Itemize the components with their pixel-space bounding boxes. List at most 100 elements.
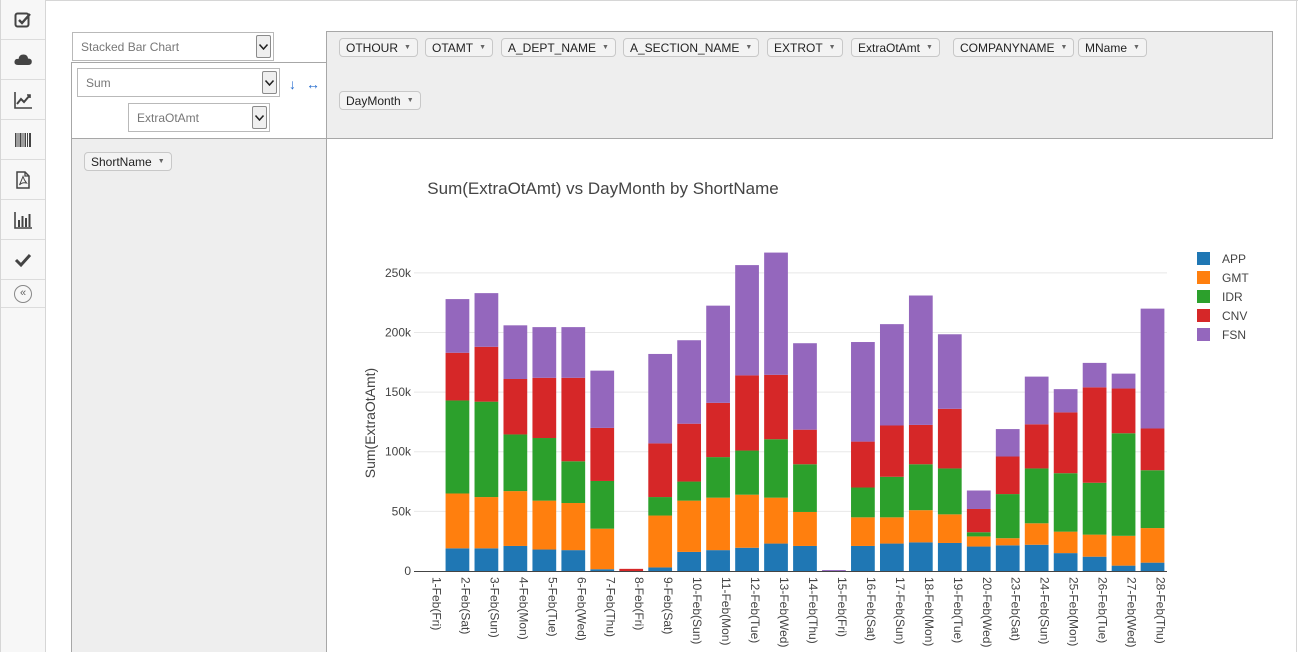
- bar-gmt-1[interactable]: [445, 493, 470, 549]
- bar-cnv-25[interactable]: [1140, 428, 1165, 471]
- bar-gmt-23[interactable]: [1082, 534, 1107, 557]
- bar-idr-19[interactable]: [966, 532, 991, 537]
- bar-fsn-17[interactable]: [908, 295, 933, 425]
- unused-field-mname[interactable]: MName ▼: [1078, 38, 1147, 57]
- bar-fsn-5[interactable]: [561, 327, 586, 378]
- bar-cnv-18[interactable]: [937, 408, 962, 469]
- row-field-shortname[interactable]: ShortName ▼: [84, 152, 172, 171]
- bar-idr-17[interactable]: [908, 464, 933, 511]
- bar-app-13[interactable]: [793, 545, 817, 571]
- bar-gmt-16[interactable]: [879, 517, 904, 544]
- bar-idr-13[interactable]: [793, 464, 817, 512]
- bar-app-19[interactable]: [966, 546, 991, 571]
- bar-app-3[interactable]: [503, 545, 528, 571]
- bar-cnv-13[interactable]: [793, 429, 817, 465]
- bar-fsn-16[interactable]: [879, 324, 904, 426]
- bar-app-11[interactable]: [735, 547, 759, 571]
- bar-app-5[interactable]: [561, 550, 586, 571]
- unused-field-othour[interactable]: OTHOUR ▼: [339, 38, 418, 57]
- bar-idr-16[interactable]: [879, 476, 904, 518]
- bar-cnv-24[interactable]: [1111, 388, 1136, 434]
- bar-app-21[interactable]: [1024, 544, 1049, 571]
- legend-label[interactable]: FSN: [1222, 328, 1246, 342]
- bar-fsn-1[interactable]: [445, 299, 470, 353]
- bar-cnv-9[interactable]: [677, 423, 702, 482]
- bar-gmt-3[interactable]: [503, 491, 528, 546]
- bar-idr-6[interactable]: [590, 480, 615, 529]
- bar-cnv-8[interactable]: [648, 443, 673, 498]
- legend-label[interactable]: CNV: [1222, 309, 1247, 323]
- bar-fsn-20[interactable]: [995, 429, 1020, 457]
- unused-field-extraotamt[interactable]: ExtraOtAmt ▼: [851, 38, 940, 57]
- bar-idr-2[interactable]: [474, 401, 499, 498]
- bar-fsn-2[interactable]: [474, 293, 499, 347]
- bar-fsn-6[interactable]: [590, 370, 615, 428]
- bar-app-16[interactable]: [879, 543, 904, 571]
- bar-idr-15[interactable]: [851, 487, 875, 518]
- bar-app-1[interactable]: [445, 548, 470, 571]
- bar-cnv-7[interactable]: [619, 568, 644, 571]
- bar-app-22[interactable]: [1053, 553, 1078, 571]
- bar-app-17[interactable]: [908, 542, 933, 571]
- unused-field-extrot[interactable]: EXTROT ▼: [767, 38, 843, 57]
- sidebar-bar-chart-button[interactable]: [1, 200, 45, 240]
- bar-idr-3[interactable]: [503, 434, 528, 492]
- bar-gmt-2[interactable]: [474, 497, 499, 549]
- bar-gmt-10[interactable]: [706, 497, 730, 551]
- bar-cnv-4[interactable]: [532, 377, 557, 439]
- bar-cnv-21[interactable]: [1024, 424, 1049, 469]
- bar-gmt-12[interactable]: [764, 497, 788, 544]
- bar-idr-25[interactable]: [1140, 470, 1165, 529]
- bar-gmt-8[interactable]: [648, 515, 673, 568]
- bar-cnv-17[interactable]: [908, 424, 933, 465]
- bar-gmt-17[interactable]: [908, 510, 933, 543]
- bar-fsn-22[interactable]: [1053, 389, 1078, 413]
- bar-cnv-3[interactable]: [503, 378, 528, 435]
- bar-idr-18[interactable]: [937, 468, 962, 515]
- bar-fsn-23[interactable]: [1082, 362, 1107, 388]
- bar-fsn-14[interactable]: [822, 570, 846, 571]
- bar-fsn-21[interactable]: [1024, 376, 1049, 425]
- aggregator-attribute-select[interactable]: ExtraOtAmt: [128, 103, 270, 132]
- bar-cnv-22[interactable]: [1053, 412, 1078, 474]
- bar-gmt-25[interactable]: [1140, 528, 1165, 563]
- bar-gmt-18[interactable]: [937, 514, 962, 543]
- bar-cnv-2[interactable]: [474, 346, 499, 402]
- bar-gmt-6[interactable]: [590, 528, 615, 570]
- bar-cnv-1[interactable]: [445, 352, 470, 401]
- bar-gmt-15[interactable]: [851, 517, 875, 546]
- bar-fsn-12[interactable]: [764, 252, 788, 375]
- bar-gmt-13[interactable]: [793, 511, 817, 546]
- bar-gmt-19[interactable]: [966, 536, 991, 547]
- bar-app-12[interactable]: [764, 543, 788, 571]
- sidebar-barcode-button[interactable]: [1, 120, 45, 160]
- bar-cnv-20[interactable]: [995, 456, 1020, 495]
- bar-fsn-13[interactable]: [793, 343, 817, 430]
- bar-gmt-21[interactable]: [1024, 523, 1049, 545]
- bar-cnv-5[interactable]: [561, 377, 586, 462]
- bar-gmt-20[interactable]: [995, 538, 1020, 546]
- bar-gmt-24[interactable]: [1111, 535, 1136, 566]
- bar-cnv-15[interactable]: [851, 441, 875, 488]
- bar-app-23[interactable]: [1082, 556, 1107, 571]
- bar-gmt-11[interactable]: [735, 494, 759, 548]
- bar-gmt-22[interactable]: [1053, 531, 1078, 554]
- legend-label[interactable]: IDR: [1222, 290, 1243, 304]
- bar-idr-9[interactable]: [677, 481, 702, 501]
- sidebar-pdf-button[interactable]: [1, 160, 45, 200]
- bar-gmt-5[interactable]: [561, 503, 586, 551]
- bar-fsn-25[interactable]: [1140, 308, 1165, 429]
- col-field-daymonth[interactable]: DayMonth ▼: [339, 91, 421, 110]
- legend-label[interactable]: APP: [1222, 252, 1246, 266]
- bar-fsn-15[interactable]: [851, 342, 875, 442]
- sidebar-line-chart-button[interactable]: [1, 80, 45, 120]
- swap-axes-button[interactable]: ↔: [306, 76, 320, 92]
- bar-app-10[interactable]: [706, 550, 730, 571]
- bar-app-18[interactable]: [937, 542, 962, 571]
- bar-cnv-16[interactable]: [879, 425, 904, 477]
- bar-cnv-12[interactable]: [764, 374, 788, 440]
- bar-cnv-23[interactable]: [1082, 387, 1107, 483]
- bar-gmt-9[interactable]: [677, 500, 702, 552]
- aggregator-select[interactable]: Sum: [77, 68, 280, 97]
- bar-idr-11[interactable]: [735, 450, 759, 495]
